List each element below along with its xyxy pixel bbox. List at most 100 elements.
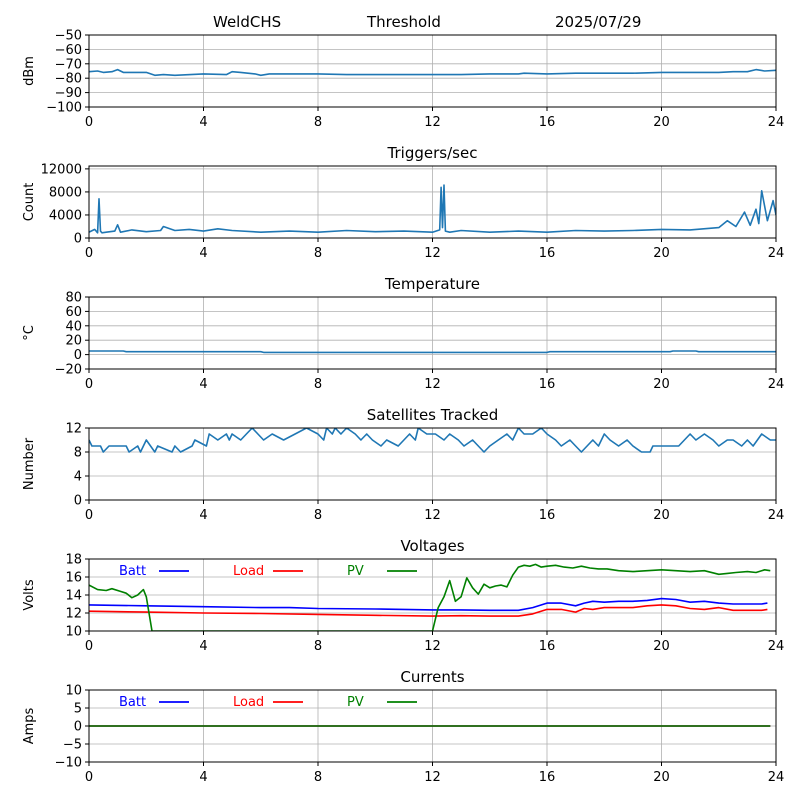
currents-x-tick-label: 16 (539, 770, 556, 785)
temperature-title: Temperature (384, 275, 480, 293)
temperature-x-tick-label: 16 (539, 377, 556, 392)
voltages-series-load-line (89, 604, 768, 617)
signal-panel: 0 4 8 12 16 20 24 −100−90−80−70−60−50 dBm (22, 29, 784, 131)
voltages-legend-batt-label: Batt (119, 564, 146, 579)
signal-x-tick-label: 4 (199, 115, 207, 130)
temperature-x-tick-label: 20 (653, 377, 670, 392)
voltages-x-tick-label: 16 (539, 639, 556, 654)
signal-x-tick-label: 8 (314, 115, 322, 130)
triggers-y-tick-label: 8000 (49, 185, 82, 200)
satellites-y-tick-label: 0 (74, 494, 82, 509)
currents-x-tick-label: 0 (85, 770, 93, 785)
triggers-y-tick-label: 0 (74, 232, 82, 247)
temperature-y-tick-label: 40 (65, 319, 82, 334)
header-date: 2025/07/29 (555, 13, 641, 31)
triggers-x-tick-label: 8 (314, 246, 322, 261)
triggers-x-tick-label: 0 (85, 246, 93, 261)
temperature-x-tick-label: 12 (424, 377, 441, 392)
satellites-y-tick-label: 8 (74, 446, 82, 461)
satellites-y-tick-label: 12 (65, 422, 82, 437)
voltages-y-tick-label: 18 (65, 553, 82, 568)
satellites-y-label: Number (22, 437, 37, 490)
triggers-series-0-line (89, 184, 776, 234)
currents-panel: 0 4 8 12 16 20 24 −10 −5 0 5 10 Currents Amps Batt Load… (22, 668, 784, 785)
signal-x-tick-label: 12 (424, 115, 441, 130)
triggers-x-tick-label: 12 (424, 246, 441, 261)
temperature-y-tick-label: 0 (74, 348, 82, 363)
triggers-y-label: Count (22, 183, 37, 222)
satellites-panel: 0 4 8 12 16 20 24 0 4 8 12 Satellites Tracked Number (22, 406, 784, 523)
voltages-y-tick-label: 12 (65, 607, 82, 622)
signal-x-tick-label: 16 (539, 115, 556, 130)
currents-y-tick-label: −5 (63, 738, 82, 753)
voltages-x-tick-label: 8 (314, 639, 322, 654)
temperature-series-0-line (89, 350, 776, 354)
header-mode: Threshold (366, 13, 441, 31)
currents-x-tick-label: 8 (314, 770, 322, 785)
currents-y-tick-label: 0 (74, 720, 82, 735)
satellites-x-tick-label: 8 (314, 508, 322, 523)
voltages-y-label: Volts (22, 579, 37, 611)
voltages-series-batt-line (89, 597, 768, 612)
triggers-x-tick-label: 24 (768, 246, 785, 261)
temperature-x-tick-label: 24 (768, 377, 785, 392)
currents-legend-batt-label: Batt (119, 695, 146, 710)
voltages-x-tick-label: 24 (768, 639, 785, 654)
voltages-x-tick-label: 4 (199, 639, 207, 654)
currents-y-label: Amps (22, 707, 37, 744)
temperature-x-tick-label: 0 (85, 377, 93, 392)
signal-series-0-line (89, 68, 776, 77)
currents-x-tick-label: 20 (653, 770, 670, 785)
temperature-y-label: °C (22, 325, 37, 341)
satellites-x-tick-label: 20 (653, 508, 670, 523)
signal-y-tick-label: −80 (55, 72, 82, 87)
voltages-x-tick-label: 0 (85, 639, 93, 654)
satellites-x-tick-label: 4 (199, 508, 207, 523)
triggers-title: Triggers/sec (387, 144, 478, 162)
temperature-y-tick-label: 20 (65, 334, 82, 349)
voltages-x-tick-label: 20 (653, 639, 670, 654)
signal-y-tick-label: −100 (46, 101, 82, 116)
currents-legend-load-label: Load (233, 695, 264, 710)
temperature-y-tick-label: 80 (65, 291, 82, 306)
signal-y-tick-label: −90 (55, 86, 82, 101)
voltages-series-pv-line (89, 563, 771, 631)
triggers-x-tick-label: 4 (199, 246, 207, 261)
satellites-x-tick-label: 16 (539, 508, 556, 523)
currents-x-tick-label: 4 (199, 770, 207, 785)
voltages-y-tick-label: 14 (65, 589, 82, 604)
signal-y-tick-label: −60 (55, 43, 82, 58)
signal-y-tick-label: −70 (55, 57, 82, 72)
voltages-y-tick-label: 16 (65, 571, 82, 586)
signal-x-tick-label: 0 (85, 115, 93, 130)
temperature-x-tick-label: 4 (199, 377, 207, 392)
temperature-x-tick-label: 8 (314, 377, 322, 392)
satellites-series-0-line (89, 428, 776, 453)
satellites-x-tick-label: 24 (768, 508, 785, 523)
satellites-title: Satellites Tracked (367, 406, 498, 424)
temperature-y-tick-label: −20 (55, 363, 82, 378)
voltages-title: Voltages (400, 537, 464, 555)
header-station: WeldCHS (213, 13, 281, 31)
voltages-y-tick-label: 10 (65, 625, 82, 640)
currents-title: Currents (400, 668, 464, 686)
voltages-x-tick-label: 12 (424, 639, 441, 654)
satellites-y-tick-label: 4 (74, 470, 82, 485)
triggers-y-tick-label: 12000 (41, 162, 82, 177)
signal-y-tick-label: −50 (55, 29, 82, 44)
triggers-panel: 0 4 8 12 16 20 24 0 4000 8000 12000 Triggers/sec Cou… (22, 144, 784, 261)
currents-y-tick-label: 5 (74, 702, 82, 717)
signal-y-label: dBm (22, 56, 37, 86)
temperature-y-tick-label: 60 (65, 305, 82, 320)
voltages-panel: 0 4 8 12 16 20 24 10 12 14 16 18 Voltages Volts Batt Lo… (22, 537, 784, 654)
triggers-x-tick-label: 20 (653, 246, 670, 261)
currents-y-tick-label: −10 (55, 756, 82, 771)
satellites-x-tick-label: 12 (424, 508, 441, 523)
triggers-y-tick-label: 4000 (49, 208, 82, 223)
voltages-legend-load-label: Load (233, 564, 264, 579)
currents-x-tick-label: 24 (768, 770, 785, 785)
currents-legend-pv-label: PV (347, 695, 364, 710)
satellites-x-tick-label: 0 (85, 508, 93, 523)
triggers-x-tick-label: 16 (539, 246, 556, 261)
